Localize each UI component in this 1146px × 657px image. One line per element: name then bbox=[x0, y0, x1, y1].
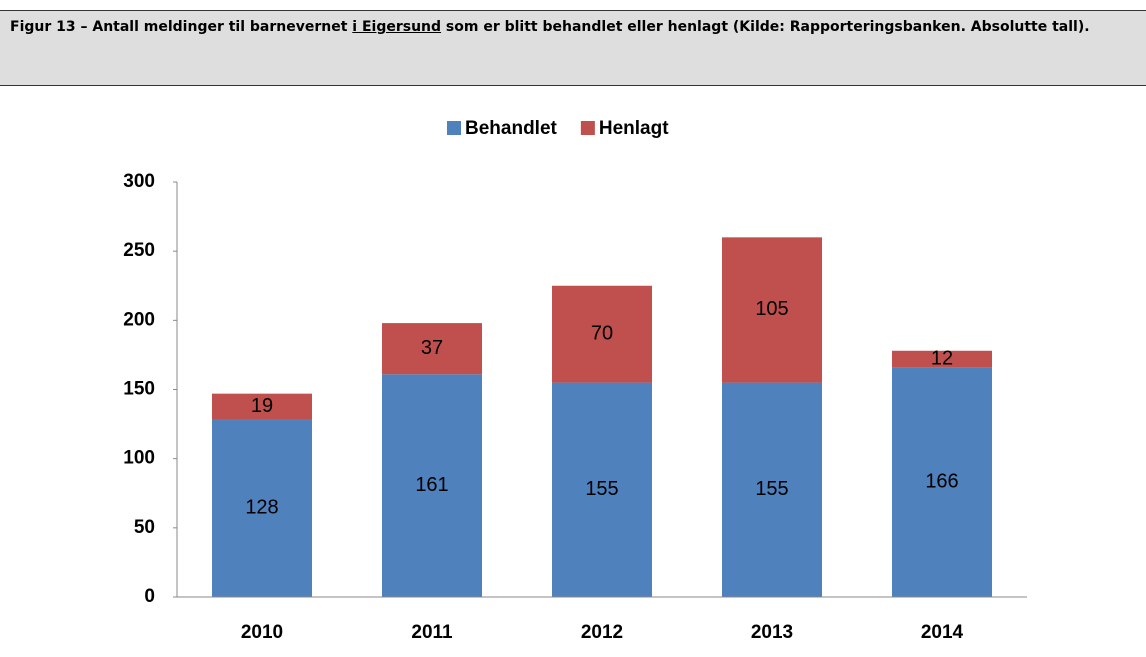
bar-segment bbox=[722, 382, 822, 597]
data-label: 19 bbox=[251, 395, 273, 417]
data-label: 128 bbox=[245, 497, 278, 519]
data-label: 12 bbox=[931, 347, 953, 369]
legend-swatch bbox=[447, 121, 461, 135]
y-tick-label: 250 bbox=[123, 240, 155, 261]
data-label: 70 bbox=[591, 322, 613, 344]
figure-caption: Figur 13 – Antall meldinger til barnever… bbox=[0, 10, 1146, 86]
caption-text: Figur 13 – Antall meldinger til barnever… bbox=[10, 19, 353, 35]
x-tick-label: 2011 bbox=[411, 622, 453, 643]
bar-segment bbox=[212, 393, 312, 420]
bar-segment bbox=[552, 285, 652, 383]
bar-segment bbox=[552, 382, 652, 597]
bar-segment bbox=[382, 374, 482, 597]
y-tick-label: 0 bbox=[144, 586, 155, 607]
legend-label: Henlagt bbox=[599, 118, 669, 139]
bar-segment bbox=[892, 367, 992, 597]
bar-segment bbox=[212, 419, 312, 597]
y-tick-label: 300 bbox=[123, 171, 155, 192]
x-tick-label: 2012 bbox=[581, 622, 623, 643]
y-tick-label: 200 bbox=[123, 309, 155, 330]
y-tick-label: 100 bbox=[123, 448, 155, 469]
caption-text: som er blitt behandlet eller henlagt (Ki… bbox=[441, 19, 1090, 35]
data-label: 37 bbox=[421, 337, 443, 359]
data-label: 166 bbox=[925, 470, 958, 492]
caption-underlined: i Eigersund bbox=[352, 19, 442, 35]
bar-segment bbox=[382, 323, 482, 375]
data-label: 155 bbox=[755, 478, 788, 500]
y-tick-label: 150 bbox=[123, 379, 155, 400]
x-tick-label: 2010 bbox=[241, 622, 283, 643]
x-tick-label: 2014 bbox=[921, 622, 964, 643]
data-label: 155 bbox=[585, 478, 618, 500]
bar-segment bbox=[892, 350, 992, 368]
legend-label: Behandlet bbox=[465, 118, 558, 139]
bar-segment bbox=[722, 237, 822, 383]
x-tick-label: 2013 bbox=[751, 622, 793, 643]
data-label: 161 bbox=[415, 474, 448, 496]
y-tick-label: 50 bbox=[134, 517, 155, 538]
legend-swatch bbox=[580, 121, 595, 135]
data-label: 105 bbox=[755, 298, 788, 320]
